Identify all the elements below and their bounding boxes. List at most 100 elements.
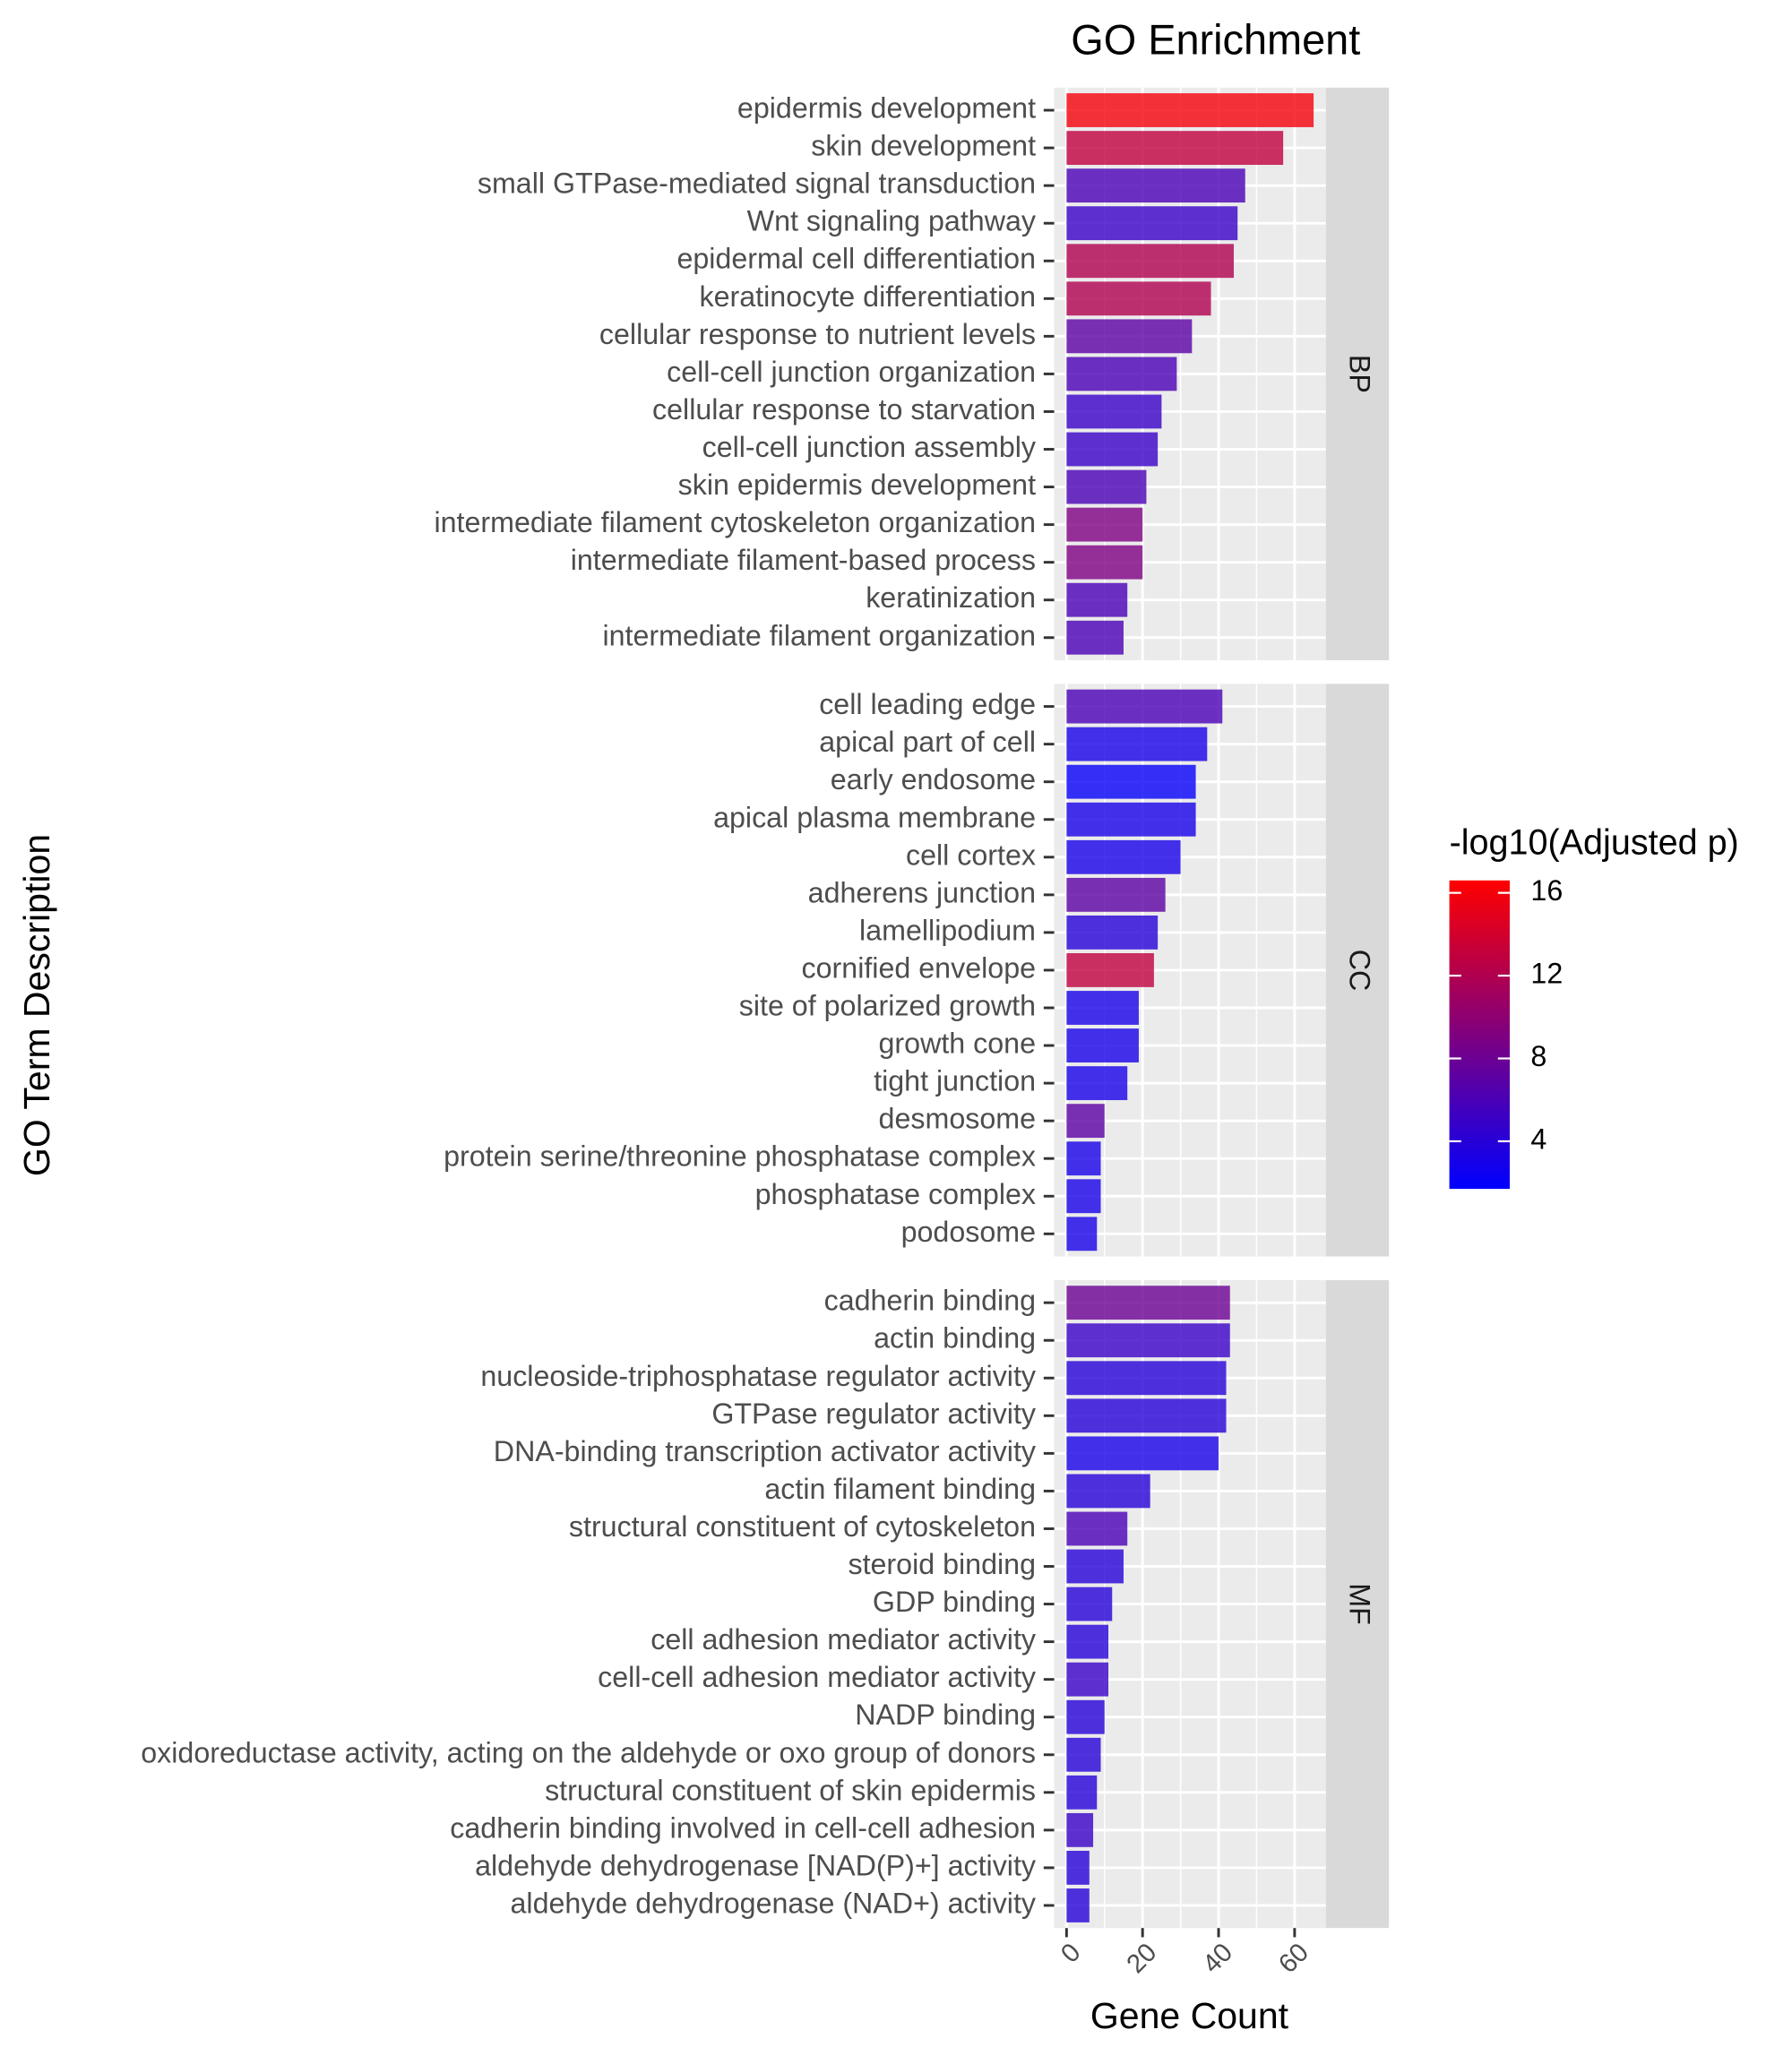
y-tick-label: tight junction xyxy=(874,1065,1036,1097)
bar xyxy=(1066,432,1159,467)
colorbar-tick-label: 4 xyxy=(1530,1122,1546,1155)
y-tick-label: podosome xyxy=(901,1216,1036,1248)
bar xyxy=(1066,131,1284,166)
y-tick-label: keratinization xyxy=(866,581,1036,614)
bar xyxy=(1066,1775,1098,1810)
y-tick-label: desmosome xyxy=(879,1103,1037,1135)
y-tick-label: aldehyde dehydrogenase [NAD(P)+] activit… xyxy=(475,1849,1037,1881)
y-tick-label: GDP binding xyxy=(873,1586,1036,1618)
bar xyxy=(1066,620,1124,655)
y-tick-label: apical part of cell xyxy=(819,726,1036,758)
bar xyxy=(1066,545,1143,580)
y-tick-label: actin binding xyxy=(874,1322,1036,1355)
chart-title: GO Enrichment xyxy=(1071,16,1360,63)
bar xyxy=(1066,1587,1113,1621)
y-tick-label: intermediate filament-based process xyxy=(571,544,1036,576)
bar xyxy=(1066,394,1162,429)
y-tick-label: cell-cell junction assembly xyxy=(702,431,1037,463)
y-tick-label: protein serine/threonine phosphatase com… xyxy=(444,1140,1036,1173)
y-tick-label: cellular response to starvation xyxy=(652,393,1036,426)
y-tick-label: growth cone xyxy=(879,1028,1037,1060)
y-tick-label: cellular response to nutrient levels xyxy=(599,318,1036,350)
bar xyxy=(1066,1361,1227,1396)
bar xyxy=(1066,1511,1128,1546)
bar xyxy=(1066,357,1177,391)
bar xyxy=(1066,1850,1090,1885)
facet-label: BP xyxy=(1344,355,1376,393)
bar xyxy=(1066,689,1223,724)
y-tick-label: structural constituent of skin epidermis xyxy=(545,1774,1036,1806)
y-tick-label: aldehyde dehydrogenase (NAD+) activity xyxy=(511,1887,1037,1919)
bar xyxy=(1066,244,1234,279)
bar xyxy=(1066,1474,1150,1509)
y-tick-label: cell-cell adhesion mediator activity xyxy=(598,1661,1037,1693)
y-tick-label: steroid binding xyxy=(848,1548,1036,1580)
y-tick-label: structural constituent of cytoskeleton xyxy=(569,1510,1036,1543)
bar xyxy=(1066,206,1238,241)
colorbar-tick-label: 12 xyxy=(1530,958,1563,990)
x-axis-label: Gene Count xyxy=(1090,1995,1289,2036)
bar xyxy=(1066,1888,1090,1922)
bar xyxy=(1066,1662,1109,1697)
bar xyxy=(1066,319,1193,354)
y-tick-label: adherens junction xyxy=(808,876,1036,908)
bar xyxy=(1066,1398,1227,1433)
bar xyxy=(1066,1624,1109,1659)
bar xyxy=(1066,1179,1101,1214)
y-tick-label: cell adhesion mediator activity xyxy=(650,1623,1037,1656)
y-tick-label: DNA-binding transcription activator acti… xyxy=(494,1435,1037,1467)
bar xyxy=(1066,1323,1230,1358)
y-tick-label: cadherin binding xyxy=(824,1285,1036,1317)
y-tick-label: site of polarized growth xyxy=(739,990,1036,1022)
bar xyxy=(1066,1217,1098,1251)
y-tick-label: NADP binding xyxy=(855,1699,1036,1731)
y-tick-label: apical plasma membrane xyxy=(713,801,1036,833)
bar xyxy=(1066,1028,1139,1062)
y-tick-label: skin development xyxy=(811,130,1036,162)
bar xyxy=(1066,764,1196,799)
bar xyxy=(1066,802,1196,837)
facet-label: CC xyxy=(1344,950,1376,992)
facet-strip xyxy=(1325,1279,1390,1929)
bar xyxy=(1066,877,1166,912)
colorbar xyxy=(1449,880,1510,1190)
x-tick-label: 20 xyxy=(1121,1938,1162,1979)
colorbar-tick-label: 8 xyxy=(1530,1040,1546,1072)
bar xyxy=(1066,1286,1230,1320)
y-tick-label: skin epidermis development xyxy=(678,469,1036,501)
y-axis-label: GO Term Description xyxy=(16,834,57,1176)
bar xyxy=(1066,1066,1128,1101)
y-tick-label: nucleoside-triphosphatase regulator acti… xyxy=(480,1360,1037,1392)
colorbar-tick-label: 16 xyxy=(1530,874,1563,907)
bar xyxy=(1066,991,1139,1025)
x-tick-label: 40 xyxy=(1197,1938,1238,1979)
y-tick-label: keratinocyte differentiation xyxy=(700,280,1037,313)
y-tick-label: small GTPase-mediated signal transductio… xyxy=(478,168,1036,200)
bar xyxy=(1066,1812,1094,1847)
y-tick-label: actin filament binding xyxy=(764,1473,1036,1505)
y-tick-label: intermediate filament organization xyxy=(602,619,1036,651)
bar xyxy=(1066,839,1181,874)
y-tick-label: cadherin binding involved in cell-cell a… xyxy=(450,1811,1036,1844)
bar xyxy=(1066,1699,1105,1734)
legend-title: -log10(Adjusted p) xyxy=(1450,823,1739,863)
bar xyxy=(1066,1549,1124,1584)
bar xyxy=(1066,469,1147,504)
facet-strip xyxy=(1325,87,1390,660)
y-tick-label: cell leading edge xyxy=(819,688,1036,720)
y-tick-label: Wnt signaling pathway xyxy=(747,205,1037,237)
y-tick-label: cell cortex xyxy=(906,839,1036,871)
bar xyxy=(1066,582,1128,617)
bar xyxy=(1066,168,1245,203)
y-tick-label: cell-cell junction organization xyxy=(667,356,1036,388)
bar xyxy=(1066,953,1154,987)
bar xyxy=(1066,727,1208,761)
facet-strip xyxy=(1325,684,1390,1257)
bar xyxy=(1066,93,1314,127)
bar xyxy=(1066,281,1211,316)
y-tick-label: intermediate filament cytoskeleton organ… xyxy=(434,506,1036,538)
y-tick-label: epidermis development xyxy=(737,92,1036,125)
bar xyxy=(1066,1104,1105,1139)
